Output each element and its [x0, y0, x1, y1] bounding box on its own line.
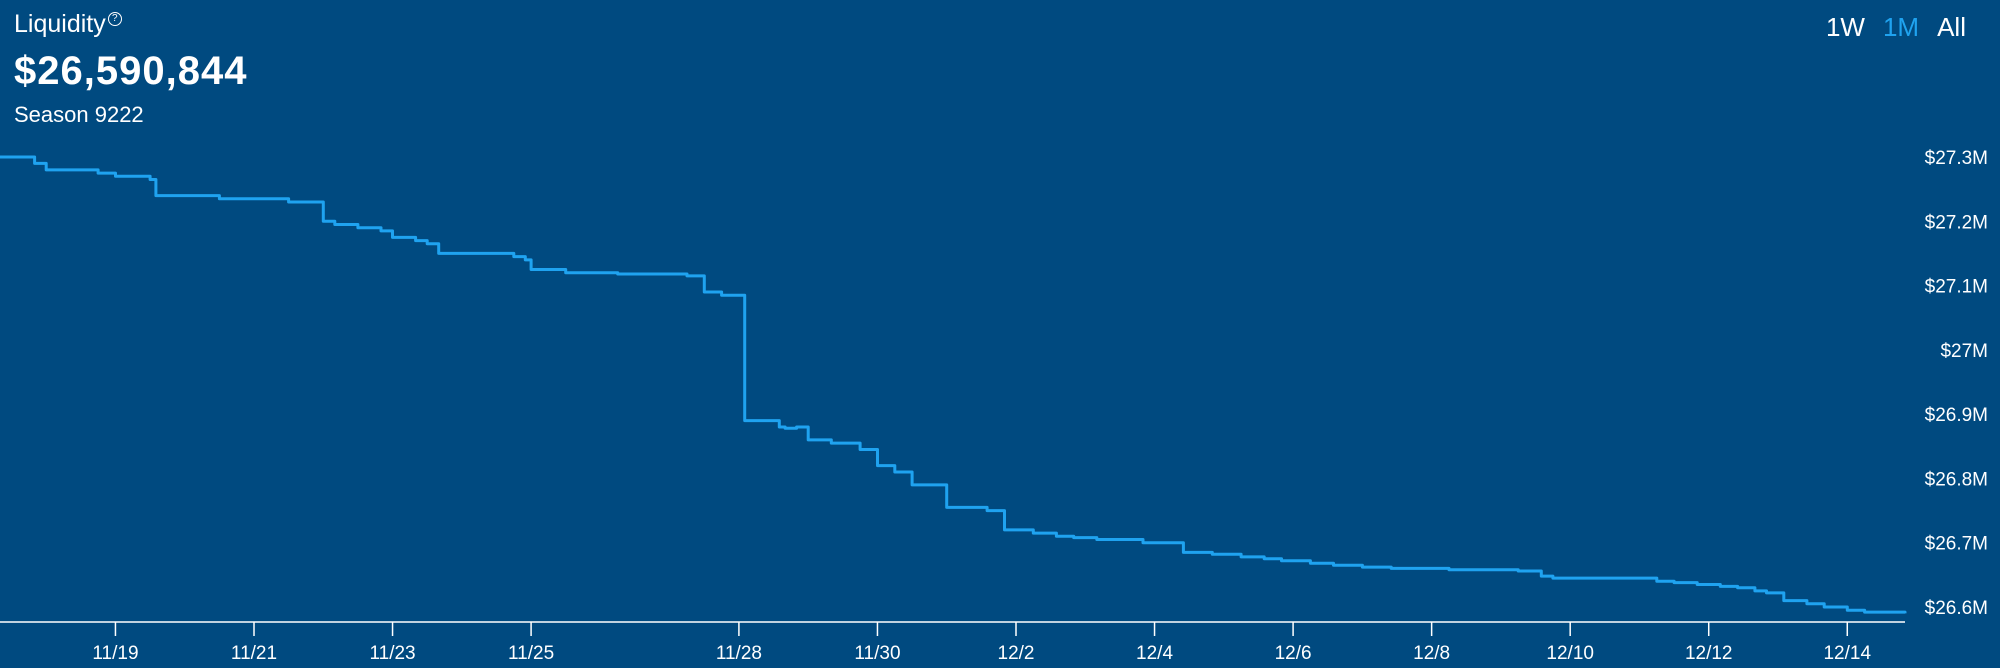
x-tick-label: 11/21 — [231, 643, 277, 664]
y-tick-label: $27.3M — [1925, 148, 1988, 169]
y-tick-label: $27M — [1940, 341, 1988, 362]
series-line-liquidity — [0, 155, 1907, 614]
y-tick-label: $26.7M — [1925, 534, 1988, 555]
y-tick-label: $26.8M — [1925, 469, 1988, 490]
x-tick-label: 12/4 — [1136, 643, 1173, 664]
x-tick-label: 12/14 — [1823, 643, 1871, 664]
y-tick-label: $27.1M — [1925, 277, 1988, 298]
time-range-tabs: 1W 1M All — [1826, 12, 1966, 43]
metric-value: $26,590,844 — [14, 49, 248, 93]
x-tick-label: 12/12 — [1685, 643, 1733, 664]
y-tick-label: $26.6M — [1925, 598, 1988, 619]
help-circle-icon[interactable]: ? — [107, 12, 122, 26]
range-tab-1m[interactable]: 1M — [1882, 12, 1920, 42]
season-label: Season 9222 — [14, 102, 144, 127]
x-tick-label: 12/8 — [1413, 643, 1450, 664]
x-axis: 11/19 11/21 11/23 11/25 11/28 11/30 12/2 12/4 12… — [0, 621, 1905, 664]
metric-label-row: Liquidity ? — [14, 10, 247, 39]
y-tick-label: $27.2M — [1925, 212, 1988, 233]
x-tick-label: 11/30 — [854, 643, 900, 664]
y-axis: $26.6M $26.7M $26.8M $26.9M $27M $27.1M $27.2M… — [1925, 148, 1988, 619]
x-tick-label: 11/25 — [508, 643, 554, 664]
chart-header: Liquidity ? $26,590,844 Season 9222 — [14, 10, 247, 128]
series-group — [0, 155, 1907, 614]
range-tab-all[interactable]: All — [1937, 12, 1966, 42]
range-tab-1w[interactable]: 1W — [1825, 12, 1865, 42]
x-tick-label: 12/6 — [1275, 643, 1312, 664]
x-tick-label: 12/10 — [1546, 643, 1594, 664]
x-tick-label: 11/23 — [369, 643, 415, 664]
x-tick-label: 11/19 — [92, 643, 138, 664]
metric-label: Liquidity — [14, 10, 106, 38]
x-tick-label: 11/28 — [716, 643, 762, 664]
x-tick-label: 12/2 — [998, 643, 1035, 664]
y-tick-label: $26.9M — [1925, 405, 1988, 426]
